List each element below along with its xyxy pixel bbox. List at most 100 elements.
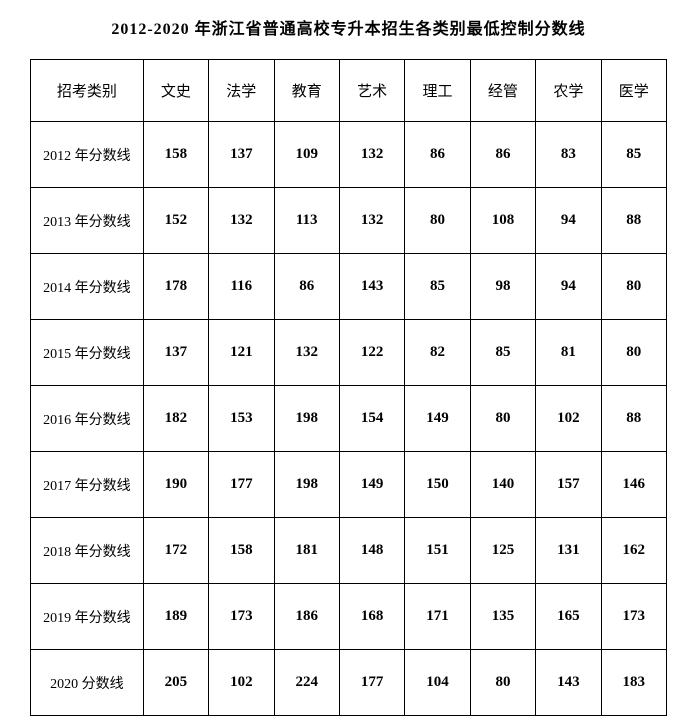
table-cell: 132 bbox=[339, 122, 404, 188]
table-cell: 80 bbox=[470, 386, 535, 452]
table-cell: 177 bbox=[209, 452, 274, 518]
table-row-label: 2016 年分数线 bbox=[31, 386, 144, 452]
table-cell: 172 bbox=[143, 518, 208, 584]
table-cell: 137 bbox=[209, 122, 274, 188]
table-row: 2020 分数线20510222417710480143183 bbox=[31, 650, 667, 716]
table-cell: 80 bbox=[405, 188, 470, 254]
table-cell: 177 bbox=[339, 650, 404, 716]
table-cell: 137 bbox=[143, 320, 208, 386]
table-row: 2019 年分数线189173186168171135165173 bbox=[31, 584, 667, 650]
table-cell: 80 bbox=[601, 254, 666, 320]
table-cell: 186 bbox=[274, 584, 339, 650]
table-cell: 168 bbox=[339, 584, 404, 650]
table-cell: 143 bbox=[536, 650, 601, 716]
table-cell: 85 bbox=[405, 254, 470, 320]
table-row: 2013 年分数线152132113132801089488 bbox=[31, 188, 667, 254]
table-cell: 82 bbox=[405, 320, 470, 386]
table-cell: 173 bbox=[601, 584, 666, 650]
table-cell: 148 bbox=[339, 518, 404, 584]
table-cell: 83 bbox=[536, 122, 601, 188]
table-row-label: 2012 年分数线 bbox=[31, 122, 144, 188]
score-table: 招考类别 文史 法学 教育 艺术 理工 经管 农学 医学 2012 年分数线15… bbox=[30, 59, 667, 716]
table-cell: 102 bbox=[209, 650, 274, 716]
table-cell: 183 bbox=[601, 650, 666, 716]
table-header-cell: 教育 bbox=[274, 60, 339, 122]
table-cell: 181 bbox=[274, 518, 339, 584]
table-header-cell: 招考类别 bbox=[31, 60, 144, 122]
table-header-cell: 理工 bbox=[405, 60, 470, 122]
table-row: 2018 年分数线172158181148151125131162 bbox=[31, 518, 667, 584]
table-cell: 85 bbox=[601, 122, 666, 188]
table-header-cell: 医学 bbox=[601, 60, 666, 122]
table-cell: 150 bbox=[405, 452, 470, 518]
table-header-cell: 经管 bbox=[470, 60, 535, 122]
table-cell: 135 bbox=[470, 584, 535, 650]
table-row-label: 2015 年分数线 bbox=[31, 320, 144, 386]
table-row: 2015 年分数线13712113212282858180 bbox=[31, 320, 667, 386]
table-header-row: 招考类别 文史 法学 教育 艺术 理工 经管 农学 医学 bbox=[31, 60, 667, 122]
table-cell: 171 bbox=[405, 584, 470, 650]
page-title: 2012-2020 年浙江省普通高校专升本招生各类别最低控制分数线 bbox=[30, 15, 667, 39]
table-cell: 86 bbox=[405, 122, 470, 188]
table-cell: 143 bbox=[339, 254, 404, 320]
table-cell: 153 bbox=[209, 386, 274, 452]
table-row: 2012 年分数线15813710913286868385 bbox=[31, 122, 667, 188]
table-cell: 98 bbox=[470, 254, 535, 320]
table-cell: 162 bbox=[601, 518, 666, 584]
table-cell: 149 bbox=[339, 452, 404, 518]
table-cell: 85 bbox=[470, 320, 535, 386]
table-cell: 116 bbox=[209, 254, 274, 320]
table-cell: 121 bbox=[209, 320, 274, 386]
table-cell: 140 bbox=[470, 452, 535, 518]
table-cell: 158 bbox=[143, 122, 208, 188]
table-row-label: 2019 年分数线 bbox=[31, 584, 144, 650]
table-cell: 224 bbox=[274, 650, 339, 716]
table-cell: 102 bbox=[536, 386, 601, 452]
table-row: 2017 年分数线190177198149150140157146 bbox=[31, 452, 667, 518]
table-header-cell: 农学 bbox=[536, 60, 601, 122]
table-cell: 88 bbox=[601, 188, 666, 254]
table-cell: 132 bbox=[339, 188, 404, 254]
table-cell: 149 bbox=[405, 386, 470, 452]
table-cell: 113 bbox=[274, 188, 339, 254]
table-cell: 80 bbox=[470, 650, 535, 716]
table-cell: 86 bbox=[470, 122, 535, 188]
table-row-label: 2017 年分数线 bbox=[31, 452, 144, 518]
table-cell: 182 bbox=[143, 386, 208, 452]
table-cell: 108 bbox=[470, 188, 535, 254]
table-cell: 86 bbox=[274, 254, 339, 320]
table-cell: 122 bbox=[339, 320, 404, 386]
table-cell: 132 bbox=[209, 188, 274, 254]
table-cell: 80 bbox=[601, 320, 666, 386]
table-cell: 94 bbox=[536, 188, 601, 254]
table-row-label: 2020 分数线 bbox=[31, 650, 144, 716]
table-cell: 157 bbox=[536, 452, 601, 518]
table-cell: 178 bbox=[143, 254, 208, 320]
table-cell: 131 bbox=[536, 518, 601, 584]
table-row-label: 2014 年分数线 bbox=[31, 254, 144, 320]
table-row: 2016 年分数线1821531981541498010288 bbox=[31, 386, 667, 452]
table-header-cell: 文史 bbox=[143, 60, 208, 122]
table-cell: 104 bbox=[405, 650, 470, 716]
table-cell: 165 bbox=[536, 584, 601, 650]
table-cell: 158 bbox=[209, 518, 274, 584]
table-row-label: 2013 年分数线 bbox=[31, 188, 144, 254]
table-cell: 190 bbox=[143, 452, 208, 518]
table-cell: 94 bbox=[536, 254, 601, 320]
table-row: 2014 年分数线1781168614385989480 bbox=[31, 254, 667, 320]
table-cell: 81 bbox=[536, 320, 601, 386]
table-cell: 173 bbox=[209, 584, 274, 650]
table-cell: 198 bbox=[274, 386, 339, 452]
table-cell: 198 bbox=[274, 452, 339, 518]
table-cell: 125 bbox=[470, 518, 535, 584]
table-cell: 152 bbox=[143, 188, 208, 254]
table-header-cell: 艺术 bbox=[339, 60, 404, 122]
table-cell: 205 bbox=[143, 650, 208, 716]
table-cell: 109 bbox=[274, 122, 339, 188]
table-cell: 146 bbox=[601, 452, 666, 518]
table-cell: 189 bbox=[143, 584, 208, 650]
table-cell: 154 bbox=[339, 386, 404, 452]
table-cell: 88 bbox=[601, 386, 666, 452]
table-cell: 151 bbox=[405, 518, 470, 584]
table-row-label: 2018 年分数线 bbox=[31, 518, 144, 584]
